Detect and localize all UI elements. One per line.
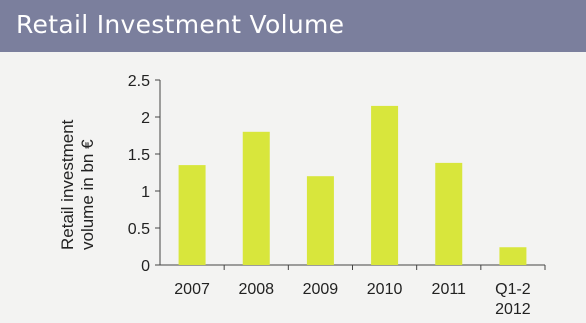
chart-title: Retail Investment Volume <box>16 10 345 39</box>
y-axis-label-line2: volume in bn € <box>78 139 97 250</box>
y-tick-label: 1.5 <box>128 147 150 164</box>
y-ticks: 0 0.5 1 1.5 2 2.5 <box>128 73 160 275</box>
x-tick-label-line2: 2012 <box>495 301 531 318</box>
x-tick-label: 2011 <box>432 281 467 298</box>
x-ticks: 2007 2008 2009 2010 2011 Q1-2 2012 <box>174 265 546 318</box>
y-tick-label: 2 <box>141 110 150 127</box>
x-tick-label: 2007 <box>174 281 210 298</box>
x-tick-label: Q1-2 <box>495 281 531 298</box>
y-axis-label-line1: Retail investment <box>58 119 77 250</box>
y-axis-label: Retail investment volume in bn € <box>58 119 97 250</box>
bar <box>306 176 334 265</box>
y-tick-label: 1 <box>141 184 150 201</box>
y-tick-label: 2.5 <box>128 73 150 90</box>
x-tick-label: 2008 <box>238 281 274 298</box>
y-tick-label: 0 <box>141 258 150 275</box>
y-tick-label: 0.5 <box>128 221 150 238</box>
bars <box>178 105 527 266</box>
bar <box>435 162 463 265</box>
bar <box>371 105 399 266</box>
bar <box>242 131 270 265</box>
bar <box>178 165 206 265</box>
chart-header: Retail Investment Volume <box>0 0 586 52</box>
bar <box>499 247 527 265</box>
x-tick-label: 2009 <box>303 281 339 298</box>
x-tick-label: 2010 <box>367 281 403 298</box>
